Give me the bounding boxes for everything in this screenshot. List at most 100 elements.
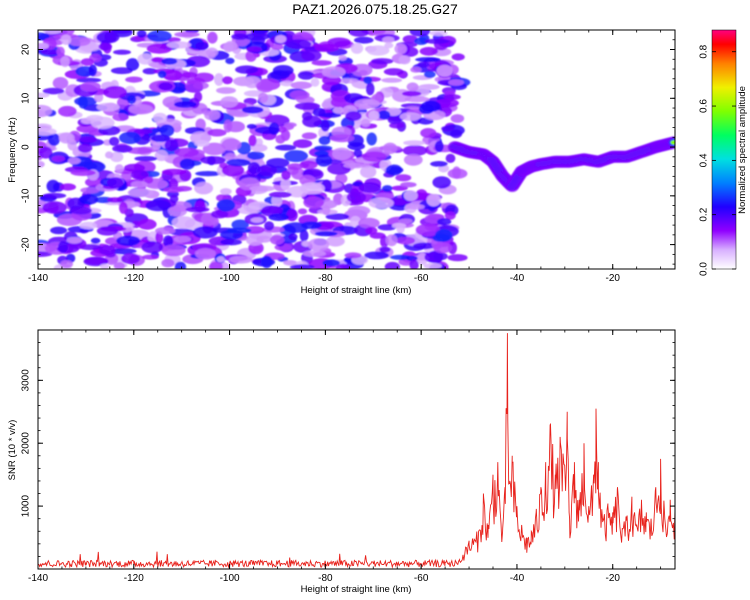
spectrogram-noise-cell: [220, 188, 232, 195]
spectrogram-noise-cell: [363, 76, 373, 85]
spectrogram-noise-cell: [256, 80, 275, 93]
spectrogram-noise-cell: [424, 71, 436, 78]
spectrogram-noise-cell: [192, 226, 218, 239]
spectrogram-noise-cell: [235, 65, 259, 74]
spectrogram-noise-cell: [185, 206, 210, 213]
spectrogram-noise-cell: [332, 147, 352, 161]
spectrogram-noise-cell: [174, 31, 200, 38]
spectrogram-noise-cell: [387, 116, 401, 124]
spectrogram-noise-cell: [155, 227, 176, 235]
spectrogram-noise-cell: [451, 53, 465, 61]
spectrogram-frame: [37, 29, 676, 270]
spectrogram-noise-cell: [444, 211, 456, 220]
spectrogram-noise-cell: [88, 64, 98, 77]
spectrogram-noise-cell: [241, 106, 264, 114]
spectrogram-noise-cell: [70, 169, 96, 176]
spectrogram-noise-cell: [302, 250, 326, 257]
spectrogram-noise-cell: [80, 187, 100, 194]
spectrogram-noise-cell: [371, 58, 394, 65]
spectrogram-noise-cell: [445, 153, 456, 163]
spectrogram-noise-cell: [382, 36, 395, 44]
spectrogram-marks: [38, 30, 675, 269]
spectrogram-x-tick-label: -60: [414, 273, 429, 284]
spectrogram-noise-cell: [157, 70, 167, 79]
spectrogram-noise-cell: [96, 102, 120, 112]
spectrogram-noise-cell: [447, 254, 468, 262]
spectrogram-noise-cell: [112, 113, 129, 122]
spectrogram-noise-cell: [409, 30, 431, 37]
spectrogram-noise-cell: [413, 242, 436, 250]
spectrogram-noise-cell: [299, 160, 318, 170]
spectrogram-noise-cell: [207, 31, 218, 44]
spectrogram-x-tick-label: -20: [606, 273, 621, 284]
spectrogram-noise-cell: [301, 49, 322, 62]
spectrogram-x-tick-label: -80: [318, 273, 333, 284]
snr-frame: [37, 329, 676, 570]
spectrogram-noise-cell: [420, 100, 441, 112]
spectrogram-noise-cell: [216, 199, 236, 212]
spectrogram-noise-cell: [96, 31, 120, 44]
spectrogram-noise-cell: [247, 151, 265, 160]
spectrogram-noise-cell: [150, 134, 171, 142]
spectrogram-noise-cell: [141, 241, 164, 254]
spectrogram-noise-cell: [347, 142, 366, 151]
spectrogram-noise-cell: [66, 236, 83, 244]
spectrogram-noise-cell: [113, 262, 125, 269]
spectrogram-noise-cell: [258, 92, 269, 104]
spectrogram-noise-cell: [400, 182, 417, 188]
spectrogram-noise-cell: [344, 252, 362, 259]
spectrogram-noise-cell: [107, 177, 124, 189]
spectrogram-noise-cell: [80, 81, 101, 92]
spectrogram-noise-cell: [391, 222, 407, 229]
spectrogram-noise-cell: [226, 227, 252, 234]
spectrogram-noise-cell: [443, 94, 461, 100]
spectrogram-noise-cell: [420, 128, 437, 138]
spectrogram-x-tick-label: -140: [28, 273, 48, 284]
spectrogram-noise-cell: [98, 42, 113, 51]
spectrogram-noise-cell: [310, 78, 320, 87]
spectrogram-noise-cell: [96, 226, 119, 236]
spectrogram-noise-cell: [399, 112, 422, 121]
spectrogram-noise-cell: [321, 66, 346, 78]
spectrogram-x-tick-label: -40: [510, 273, 525, 284]
spectrogram-noise-cell: [146, 43, 173, 54]
spectrogram-noise-cell: [346, 191, 366, 203]
spectrogram-noise-cell: [415, 57, 441, 63]
spectrogram-noise-cell: [130, 169, 150, 180]
spectrogram-noise-cell: [314, 145, 333, 151]
spectrogram-noise-cell: [128, 104, 154, 115]
spectrogram-noise-cell: [358, 182, 382, 193]
spectrogram-noise-cell: [151, 57, 164, 63]
spectrogram-noise-cell: [436, 64, 453, 77]
spectrogram-noise-cell: [332, 106, 344, 114]
spectrogram-noise-cell: [289, 264, 315, 269]
spectrogram-noise-cell: [367, 30, 386, 35]
spectrogram-y-tick-label: -20: [21, 237, 32, 252]
spectrogram-noise-cell: [385, 234, 398, 247]
spectrogram-noise-cell: [163, 69, 183, 81]
spectrogram-noise-cell: [202, 110, 213, 116]
spectrogram-noise-cell: [99, 263, 110, 269]
spectrogram-noise-cell: [221, 138, 242, 151]
spectrogram-noise-cell: [348, 30, 370, 37]
spectrogram-noise-cell: [115, 164, 124, 173]
spectrogram-noise-cell: [383, 142, 398, 154]
spectrogram-noise-cell: [256, 235, 272, 243]
spectrogram-noise-cell: [171, 216, 196, 229]
spectrogram-noise-cell: [362, 151, 387, 162]
spectrogram-noise-cell: [58, 132, 75, 144]
spectrogram-noise-cell: [314, 231, 338, 237]
spectrogram-noise-cell: [441, 125, 455, 132]
spectrogram-noise-cell: [335, 263, 351, 269]
snr-x-tick-label: -80: [318, 573, 333, 584]
spectrogram-noise-cell: [166, 41, 192, 49]
spectrogram-noise-cell: [246, 46, 262, 53]
spectrogram-noise-cell: [90, 237, 101, 244]
spectrogram-noise-cell: [194, 140, 210, 147]
snr-x-tick-label: -140: [28, 573, 48, 584]
colorbar-label: Normalized spectral amplitude: [737, 86, 748, 214]
spectrogram-noise-cell: [398, 55, 411, 65]
spectrogram-noise-cell: [301, 221, 322, 230]
spectrogram-noise-cell: [286, 208, 298, 222]
spectrogram-noise-cell: [60, 34, 72, 45]
